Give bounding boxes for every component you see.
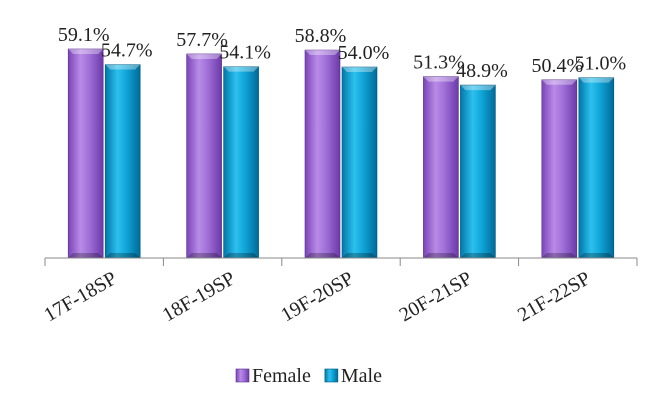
category-label: 21F-22SP bbox=[514, 267, 594, 326]
data-label-male: 54.1% bbox=[219, 42, 271, 64]
bar-bevel-bottom bbox=[423, 253, 459, 258]
bar-bevel-top bbox=[342, 67, 377, 73]
bar-male-21F-22SP bbox=[578, 77, 615, 259]
bar-bevel-top bbox=[68, 49, 104, 54]
bar-bevel-bottom bbox=[105, 253, 141, 258]
bar-bevel-top bbox=[541, 79, 577, 85]
bar-bevel-bottom bbox=[223, 253, 259, 258]
bar-bevel-bottom bbox=[578, 253, 614, 258]
category-label: 17F-18SP bbox=[40, 267, 120, 326]
legend-label-male: Male bbox=[341, 365, 382, 387]
bar-bevel-top bbox=[105, 64, 141, 70]
bar-male-19F-20SP bbox=[341, 66, 378, 259]
data-label-female: 59.1% bbox=[58, 24, 110, 46]
bar-female bbox=[423, 76, 459, 259]
data-label-male: 54.0% bbox=[338, 42, 390, 64]
bar-female-20F-21SP bbox=[423, 76, 459, 259]
bar-female-21F-22SP bbox=[541, 79, 578, 259]
data-label-male: 51.0% bbox=[574, 53, 626, 75]
data-label-female: 50.4% bbox=[531, 55, 583, 77]
bar-female bbox=[541, 79, 578, 259]
bar-bevel-top bbox=[423, 76, 459, 82]
data-label-male: 54.7% bbox=[101, 40, 153, 62]
bar-male-17F-18SP bbox=[104, 64, 141, 259]
bar-male bbox=[578, 77, 615, 259]
data-label-female: 57.7% bbox=[176, 29, 228, 51]
data-labels-layer: 59.1%54.7% 57.7%54.1% 58.8%54.0% 51.3%48.9%… bbox=[58, 24, 626, 82]
bar-bevel-bottom bbox=[541, 253, 577, 258]
bar-female bbox=[186, 53, 222, 259]
bar-bevel-top bbox=[186, 53, 222, 59]
legend: Female Male bbox=[235, 365, 382, 387]
data-label-female: 58.8% bbox=[295, 25, 347, 47]
bar-female bbox=[67, 48, 104, 259]
bar-female bbox=[304, 49, 341, 259]
bar-male bbox=[223, 66, 259, 259]
bar-female-19F-20SP bbox=[304, 49, 341, 259]
bar-bevel-bottom bbox=[460, 253, 496, 258]
bar-male-18F-19SP bbox=[223, 66, 259, 259]
legend-swatch-male bbox=[324, 368, 339, 383]
x-axis bbox=[44, 257, 638, 266]
category-label: 19F-20SP bbox=[277, 267, 357, 326]
bar-male bbox=[460, 84, 496, 259]
data-label-male: 48.9% bbox=[456, 60, 508, 82]
bar-bevel-top bbox=[460, 85, 496, 91]
legend-label-female: Female bbox=[252, 365, 311, 387]
bar-male bbox=[104, 64, 141, 259]
bar-bevel-top bbox=[578, 77, 614, 83]
legend-swatch-female bbox=[235, 368, 250, 383]
bars-layer bbox=[67, 48, 615, 259]
bar-bevel-bottom bbox=[186, 253, 222, 258]
bar-female-18F-19SP bbox=[186, 53, 222, 259]
bar-bevel-bottom bbox=[342, 253, 377, 258]
bar-bevel-bottom bbox=[305, 253, 340, 258]
bar-bevel-top bbox=[305, 50, 340, 56]
category-labels-layer: 17F-18SP 18F-19SP 19F-20SP 20F-21SP 21F-22SP bbox=[40, 267, 594, 326]
bar-male-20F-21SP bbox=[460, 84, 496, 259]
bar-bevel-top bbox=[223, 66, 259, 72]
bar-bevel-bottom bbox=[68, 253, 104, 258]
data-label-female: 51.3% bbox=[413, 52, 465, 74]
bar-male bbox=[341, 66, 378, 259]
bar-female-17F-18SP bbox=[67, 48, 104, 259]
category-label: 18F-19SP bbox=[159, 267, 239, 326]
category-label: 20F-21SP bbox=[396, 267, 476, 326]
